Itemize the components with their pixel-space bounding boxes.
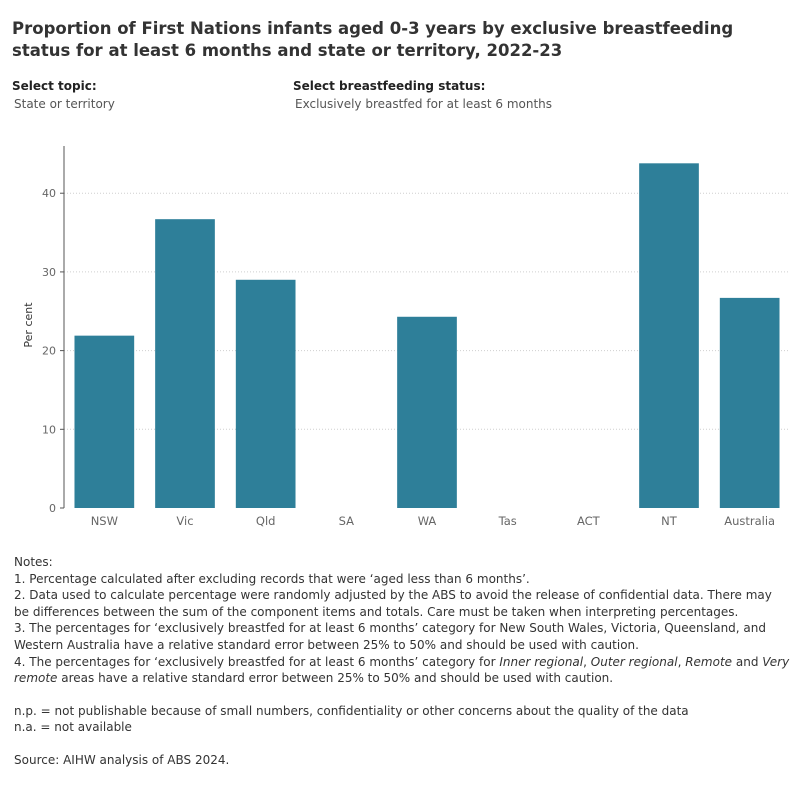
bar-nt[interactable] (639, 163, 699, 508)
notes-section: Notes: 1. Percentage calculated after ex… (14, 554, 790, 769)
y-axis-ticks: 0 10 20 30 40 (42, 187, 64, 515)
note-2: 2. Data used to calculate percentage wer… (14, 588, 772, 619)
note-4-sep-2: , (677, 654, 686, 669)
x-axis-labels: NSW Vic Qld SA WA Tas ACT NT Australia (91, 514, 775, 528)
bar-australia[interactable] (719, 297, 780, 508)
x-tick-label: NSW (91, 514, 118, 528)
note-4-very-remote: Very remote (14, 654, 790, 686)
bar-chart: 0 10 20 30 40 NSW Vic Qld SA WA Tas ACT NT Australia… (22, 146, 790, 528)
note-4-sep-1: , (583, 654, 591, 669)
topic-filter-value[interactable]: State or territory (14, 97, 115, 111)
note-4-suffix: areas have a relative standard error bet… (57, 671, 614, 686)
topic-filter[interactable]: Select topic: State or territory (12, 78, 115, 112)
note-3: 3. The percentages for ‘exclusively brea… (14, 621, 767, 652)
source-note: Source: AIHW analysis of ABS 2024. (14, 752, 230, 767)
note-1: 1. Percentage calculated after excluding… (14, 571, 530, 586)
notes-heading: Notes: (14, 555, 53, 569)
y-tick-label: 40 (42, 187, 56, 200)
y-axis-label: Per cent (22, 302, 35, 348)
x-tick-label: Australia (724, 514, 775, 528)
x-tick-label: WA (418, 514, 437, 528)
y-tick-label: 20 (42, 345, 56, 358)
x-tick-label: Vic (176, 514, 193, 528)
x-tick-label: NT (661, 514, 678, 528)
note-4-outer-regional: Outer regional (590, 654, 678, 669)
bar-wa[interactable] (397, 316, 457, 508)
x-tick-label: Tas (498, 514, 517, 528)
note-4-remote: Remote (685, 654, 733, 669)
x-tick-label: Qld (256, 514, 276, 528)
y-tick-label: 10 (42, 423, 56, 436)
y-tick-label: 0 (49, 502, 56, 515)
breastfeeding-status-filter-label: Select breastfeeding status: (293, 79, 486, 93)
chart-title: Proportion of First Nations infants aged… (12, 19, 734, 60)
topic-filter-label: Select topic: (12, 79, 97, 93)
note-4-prefix: 4. The percentages for ‘exclusively brea… (14, 654, 500, 669)
na-definition: n.a. = not available (14, 720, 132, 735)
breastfeeding-status-filter[interactable]: Select breastfeeding status: Exclusively… (293, 78, 552, 112)
bars (74, 163, 780, 508)
x-tick-label: SA (339, 514, 355, 528)
note-4-inner-regional: Inner regional (499, 654, 584, 669)
bar-nsw[interactable] (74, 335, 135, 508)
note-4: 4. The percentages for ‘exclusively brea… (14, 654, 790, 687)
bar-qld[interactable] (235, 279, 296, 508)
note-4-sep-3: and (732, 654, 763, 669)
y-tick-label: 30 (42, 266, 56, 279)
x-tick-label: ACT (577, 514, 601, 528)
bar-vic[interactable] (155, 219, 215, 508)
np-definition: n.p. = not publishable because of small … (14, 703, 689, 718)
breastfeeding-status-filter-value[interactable]: Exclusively breastfed for at least 6 mon… (295, 97, 553, 111)
